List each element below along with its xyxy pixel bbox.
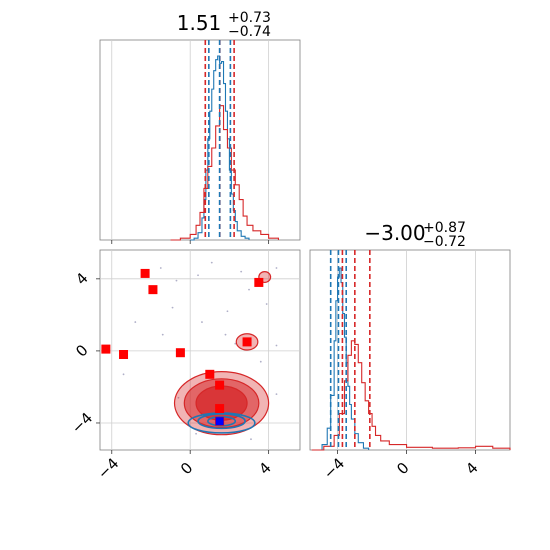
x-tick-label: −4 — [320, 454, 348, 482]
red-square-marker — [205, 369, 215, 379]
red-square-marker — [140, 268, 150, 278]
panel-frame-bottom-right — [309, 249, 511, 451]
panel-1d-histogram-param2: −4 0 4 — [309, 249, 511, 483]
histogram-series-1 — [311, 340, 511, 451]
title-param2-upper: +0.87 — [423, 220, 466, 236]
faint-sample-point — [210, 261, 213, 264]
faint-sample-point — [240, 270, 243, 273]
panel-frame-bottom-left — [99, 249, 301, 451]
title-param1-upper: +0.73 — [228, 10, 271, 26]
faint-sample-point — [134, 321, 137, 323]
red-square-marker — [254, 277, 264, 287]
faint-sample-point — [265, 303, 268, 305]
panel-2d-contour: −4 0 4 −4 0 4 — [68, 249, 301, 483]
faint-sample-point — [195, 432, 197, 435]
faint-sample-point — [226, 310, 229, 313]
faint-sample-point — [171, 306, 174, 309]
red-square-marker — [148, 285, 158, 295]
faint-sample-point — [275, 344, 278, 347]
y-tick-label: −4 — [68, 409, 96, 437]
faint-sample-point — [159, 267, 162, 269]
red-square-marker — [101, 344, 111, 354]
faint-sample-point — [224, 333, 227, 336]
red-square-marker — [175, 348, 185, 358]
faint-sample-point — [175, 279, 178, 282]
faint-sample-point — [201, 321, 203, 323]
red-square-marker — [242, 337, 252, 347]
faint-sample-point — [177, 396, 180, 399]
y-tick-label: 4 — [72, 269, 91, 288]
title-param1-lower: −0.74 — [228, 24, 271, 40]
panel-1d-histogram-param1 — [99, 39, 301, 244]
faint-sample-point — [122, 373, 125, 376]
blue-contour-2 — [207, 415, 237, 427]
blue-square-marker — [215, 417, 224, 426]
title-param2: −3.00 — [364, 221, 425, 245]
faint-sample-point — [248, 288, 250, 291]
faint-sample-point — [161, 333, 164, 336]
title-param2-lower: −0.72 — [423, 234, 466, 250]
faint-sample-point — [275, 393, 278, 396]
faint-sample-point — [197, 274, 199, 277]
red-square-marker — [119, 350, 129, 360]
title-param1: 1.51 — [177, 11, 222, 35]
y-tick-label: 0 — [72, 341, 91, 360]
faint-sample-point — [234, 342, 237, 345]
x-tick-label: 4 — [462, 459, 481, 478]
x-tick-label: 4 — [255, 459, 274, 478]
faint-sample-point — [275, 267, 278, 269]
blue-contour-0 — [187, 412, 256, 434]
x-tick-label: −4 — [94, 454, 122, 482]
red-square-marker — [215, 404, 225, 414]
faint-sample-point — [250, 438, 252, 441]
x-tick-label: 0 — [393, 459, 412, 478]
panel-frame-top-left — [99, 39, 301, 241]
red-square-marker — [215, 380, 225, 390]
x-tick-label: 0 — [177, 459, 196, 478]
blue-contour-1 — [197, 413, 246, 430]
faint-sample-point — [259, 360, 262, 363]
histogram-series-1 — [170, 105, 279, 241]
